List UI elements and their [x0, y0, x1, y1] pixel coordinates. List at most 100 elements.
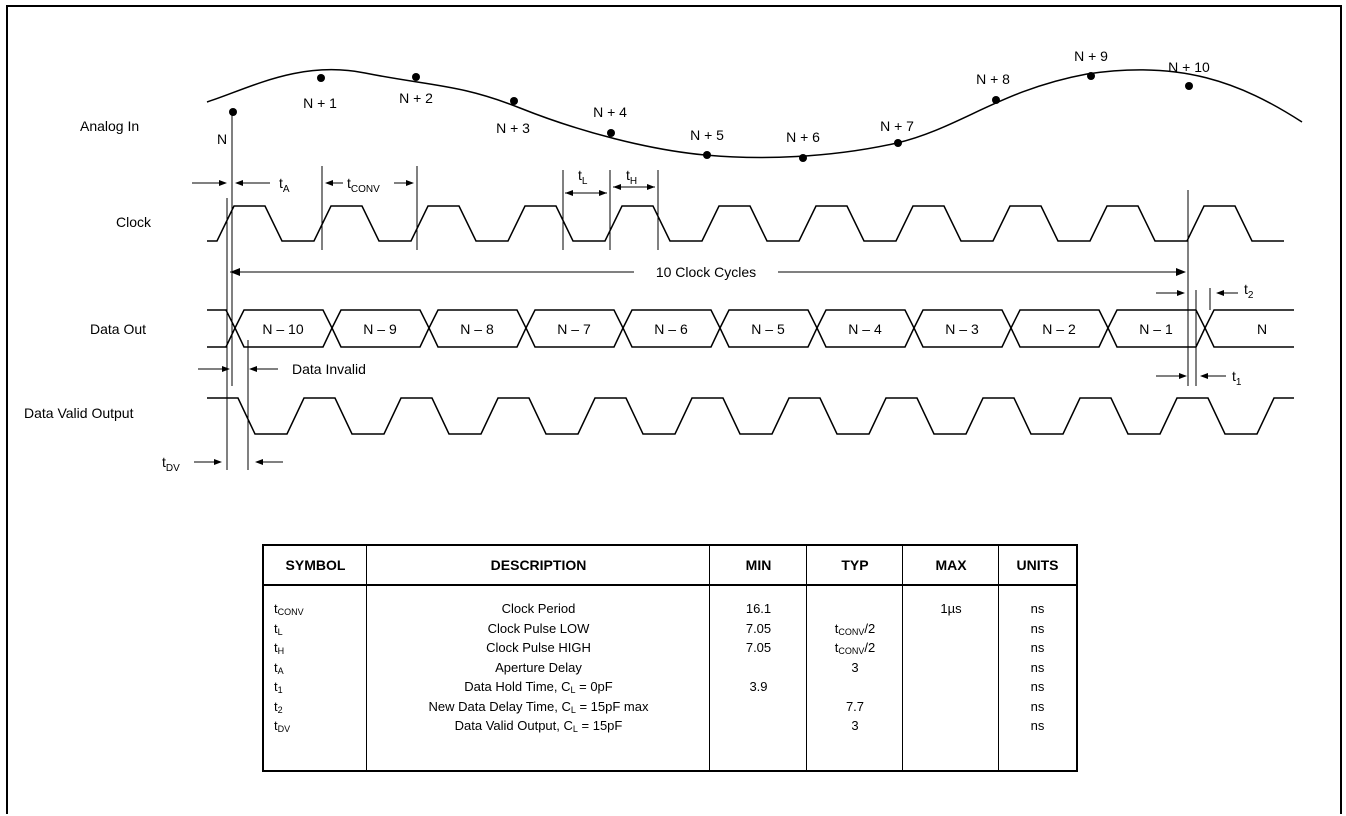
- table-row: tA Aperture Delay 3 ns: [264, 659, 1076, 677]
- sample-point-dot: [229, 108, 237, 116]
- table-header: SYMBOL DESCRIPTION MIN TYP MAX UNITS: [264, 546, 1076, 586]
- sample-point-dot: [412, 73, 420, 81]
- cell-units: ns: [1030, 718, 1045, 733]
- cell-symbol: tH: [274, 640, 285, 656]
- data-invalid-label: Data Invalid: [292, 361, 366, 377]
- data-valid-waveform: [207, 397, 1294, 435]
- cell-symbol: t1: [274, 679, 283, 695]
- sample-point-dot: [894, 139, 902, 147]
- t-l-label: tL: [578, 167, 588, 187]
- table-row: t1 Data Hold Time, CL = 0pF 3.9 ns: [264, 678, 1076, 696]
- cell-description: Clock Pulse HIGH: [486, 640, 591, 655]
- t-dv-label: tDV: [162, 454, 180, 474]
- sample-point-label: N + 4: [593, 104, 627, 120]
- data-valid-output-label: Data Valid Output: [24, 405, 134, 421]
- sample-point-label: N: [217, 131, 227, 147]
- figure-frame: [6, 5, 1342, 814]
- cell-typ: [807, 600, 903, 618]
- data-word-label: N: [1257, 321, 1267, 337]
- sample-point-dot: [703, 151, 711, 159]
- cell-units: ns: [1030, 640, 1045, 655]
- sample-point-label: N + 6: [786, 129, 820, 145]
- cell-typ: 3: [851, 718, 859, 733]
- sample-point-dot: [317, 74, 325, 82]
- cell-max: [903, 717, 999, 735]
- sample-points: N N + 1 N + 2 N + 3 N + 4 N + 5 N + 6 N + 7 N + …: [217, 48, 1210, 162]
- cell-typ: [807, 678, 903, 696]
- data-word-label: N – 5: [751, 321, 785, 337]
- cell-symbol: tA: [274, 659, 284, 676]
- sample-point-dot: [1087, 72, 1095, 80]
- cell-min: 7.05: [745, 620, 772, 636]
- table-row: tL Clock Pulse LOW 7.05 tCONV/2 ns: [264, 620, 1076, 638]
- cell-min: 16.1: [745, 601, 772, 616]
- cell-typ: tCONV/2: [834, 620, 876, 637]
- data-word-label: N – 8: [460, 321, 494, 337]
- data-word-label: N – 10: [262, 321, 303, 337]
- header-typ: TYP: [841, 557, 869, 573]
- cell-typ: 3: [851, 659, 859, 675]
- t-2-label: t2: [1244, 281, 1254, 301]
- cell-typ: 7.7: [845, 698, 865, 714]
- t-1-label: t1: [1232, 368, 1242, 388]
- table-row: tCONV Clock Period 16.1 1µs ns: [264, 600, 1076, 618]
- data-out-bus: N – 10 N – 9 N – 8 N – 7 N – 6 N – 5 N – 4 N – …: [207, 309, 1294, 348]
- header-symbol: SYMBOL: [285, 557, 346, 573]
- data-word-label: N – 4: [848, 321, 882, 337]
- cell-typ: tCONV/2: [834, 640, 876, 656]
- header-units: UNITS: [1016, 557, 1059, 573]
- t-a-label: tA: [279, 175, 290, 195]
- cell-description: Data Valid Output, CL = 15pF: [454, 718, 623, 734]
- clock-cycles-label: 10 Clock Cycles: [656, 264, 756, 280]
- data-out-label: Data Out: [90, 321, 146, 337]
- sample-point-label: N + 9: [1074, 48, 1108, 64]
- data-word-label: N – 7: [557, 321, 591, 337]
- cell-min: [710, 659, 807, 677]
- t-conv-label: tCONV: [347, 175, 380, 195]
- timing-diagram: Analog In Clock Data Out Data Valid Outp…: [24, 48, 1303, 474]
- cell-max: 1µs: [940, 601, 962, 616]
- cell-max: [903, 639, 999, 657]
- sample-point-dot: [607, 129, 615, 137]
- data-word-label: N – 9: [363, 321, 397, 337]
- header-max: MAX: [935, 557, 967, 573]
- cell-max: [903, 698, 999, 716]
- cell-symbol: t2: [274, 698, 283, 715]
- cell-min: [710, 698, 807, 716]
- cell-description: Data Hold Time, CL = 0pF: [464, 679, 613, 695]
- sample-point-dot: [799, 154, 807, 162]
- cell-max: [903, 659, 999, 677]
- cell-min: [710, 717, 807, 735]
- cell-description: New Data Delay Time, CL = 15pF max: [428, 698, 649, 715]
- cell-description: Aperture Delay: [495, 659, 582, 675]
- sample-point-label: N + 5: [690, 127, 724, 143]
- sample-point-dot: [1185, 82, 1193, 90]
- cell-description: Clock Pulse LOW: [487, 620, 590, 636]
- cell-units: ns: [1030, 659, 1045, 675]
- cell-units: ns: [1030, 620, 1045, 636]
- sample-point-label: N + 10: [1168, 59, 1210, 75]
- t-h-label: tH: [626, 167, 637, 187]
- cell-symbol: tCONV: [274, 601, 304, 617]
- header-description: DESCRIPTION: [490, 557, 587, 573]
- cell-min: 3.9: [749, 679, 768, 694]
- clock-waveform: [207, 205, 1284, 242]
- data-word-label: N – 6: [654, 321, 688, 337]
- cell-max: [903, 678, 999, 696]
- clock-label: Clock: [116, 214, 152, 230]
- table-row: tDV Data Valid Output, CL = 15pF 3 ns: [264, 717, 1076, 735]
- sample-point-label: N + 8: [976, 71, 1010, 87]
- cell-units: ns: [1030, 679, 1045, 694]
- sample-point-dot: [992, 96, 1000, 104]
- analog-in-waveform: [206, 68, 1303, 159]
- sample-point-dot: [510, 97, 518, 105]
- sample-point-label: N + 1: [303, 95, 337, 111]
- cell-max: [903, 620, 999, 638]
- cell-min: 7.05: [745, 640, 772, 655]
- sample-point-label: N + 3: [496, 120, 530, 136]
- cell-symbol: tDV: [274, 718, 291, 734]
- cell-units: ns: [1030, 698, 1045, 714]
- header-min: MIN: [745, 557, 772, 573]
- cell-units: ns: [1030, 601, 1045, 616]
- cell-description: Clock Period: [501, 601, 576, 616]
